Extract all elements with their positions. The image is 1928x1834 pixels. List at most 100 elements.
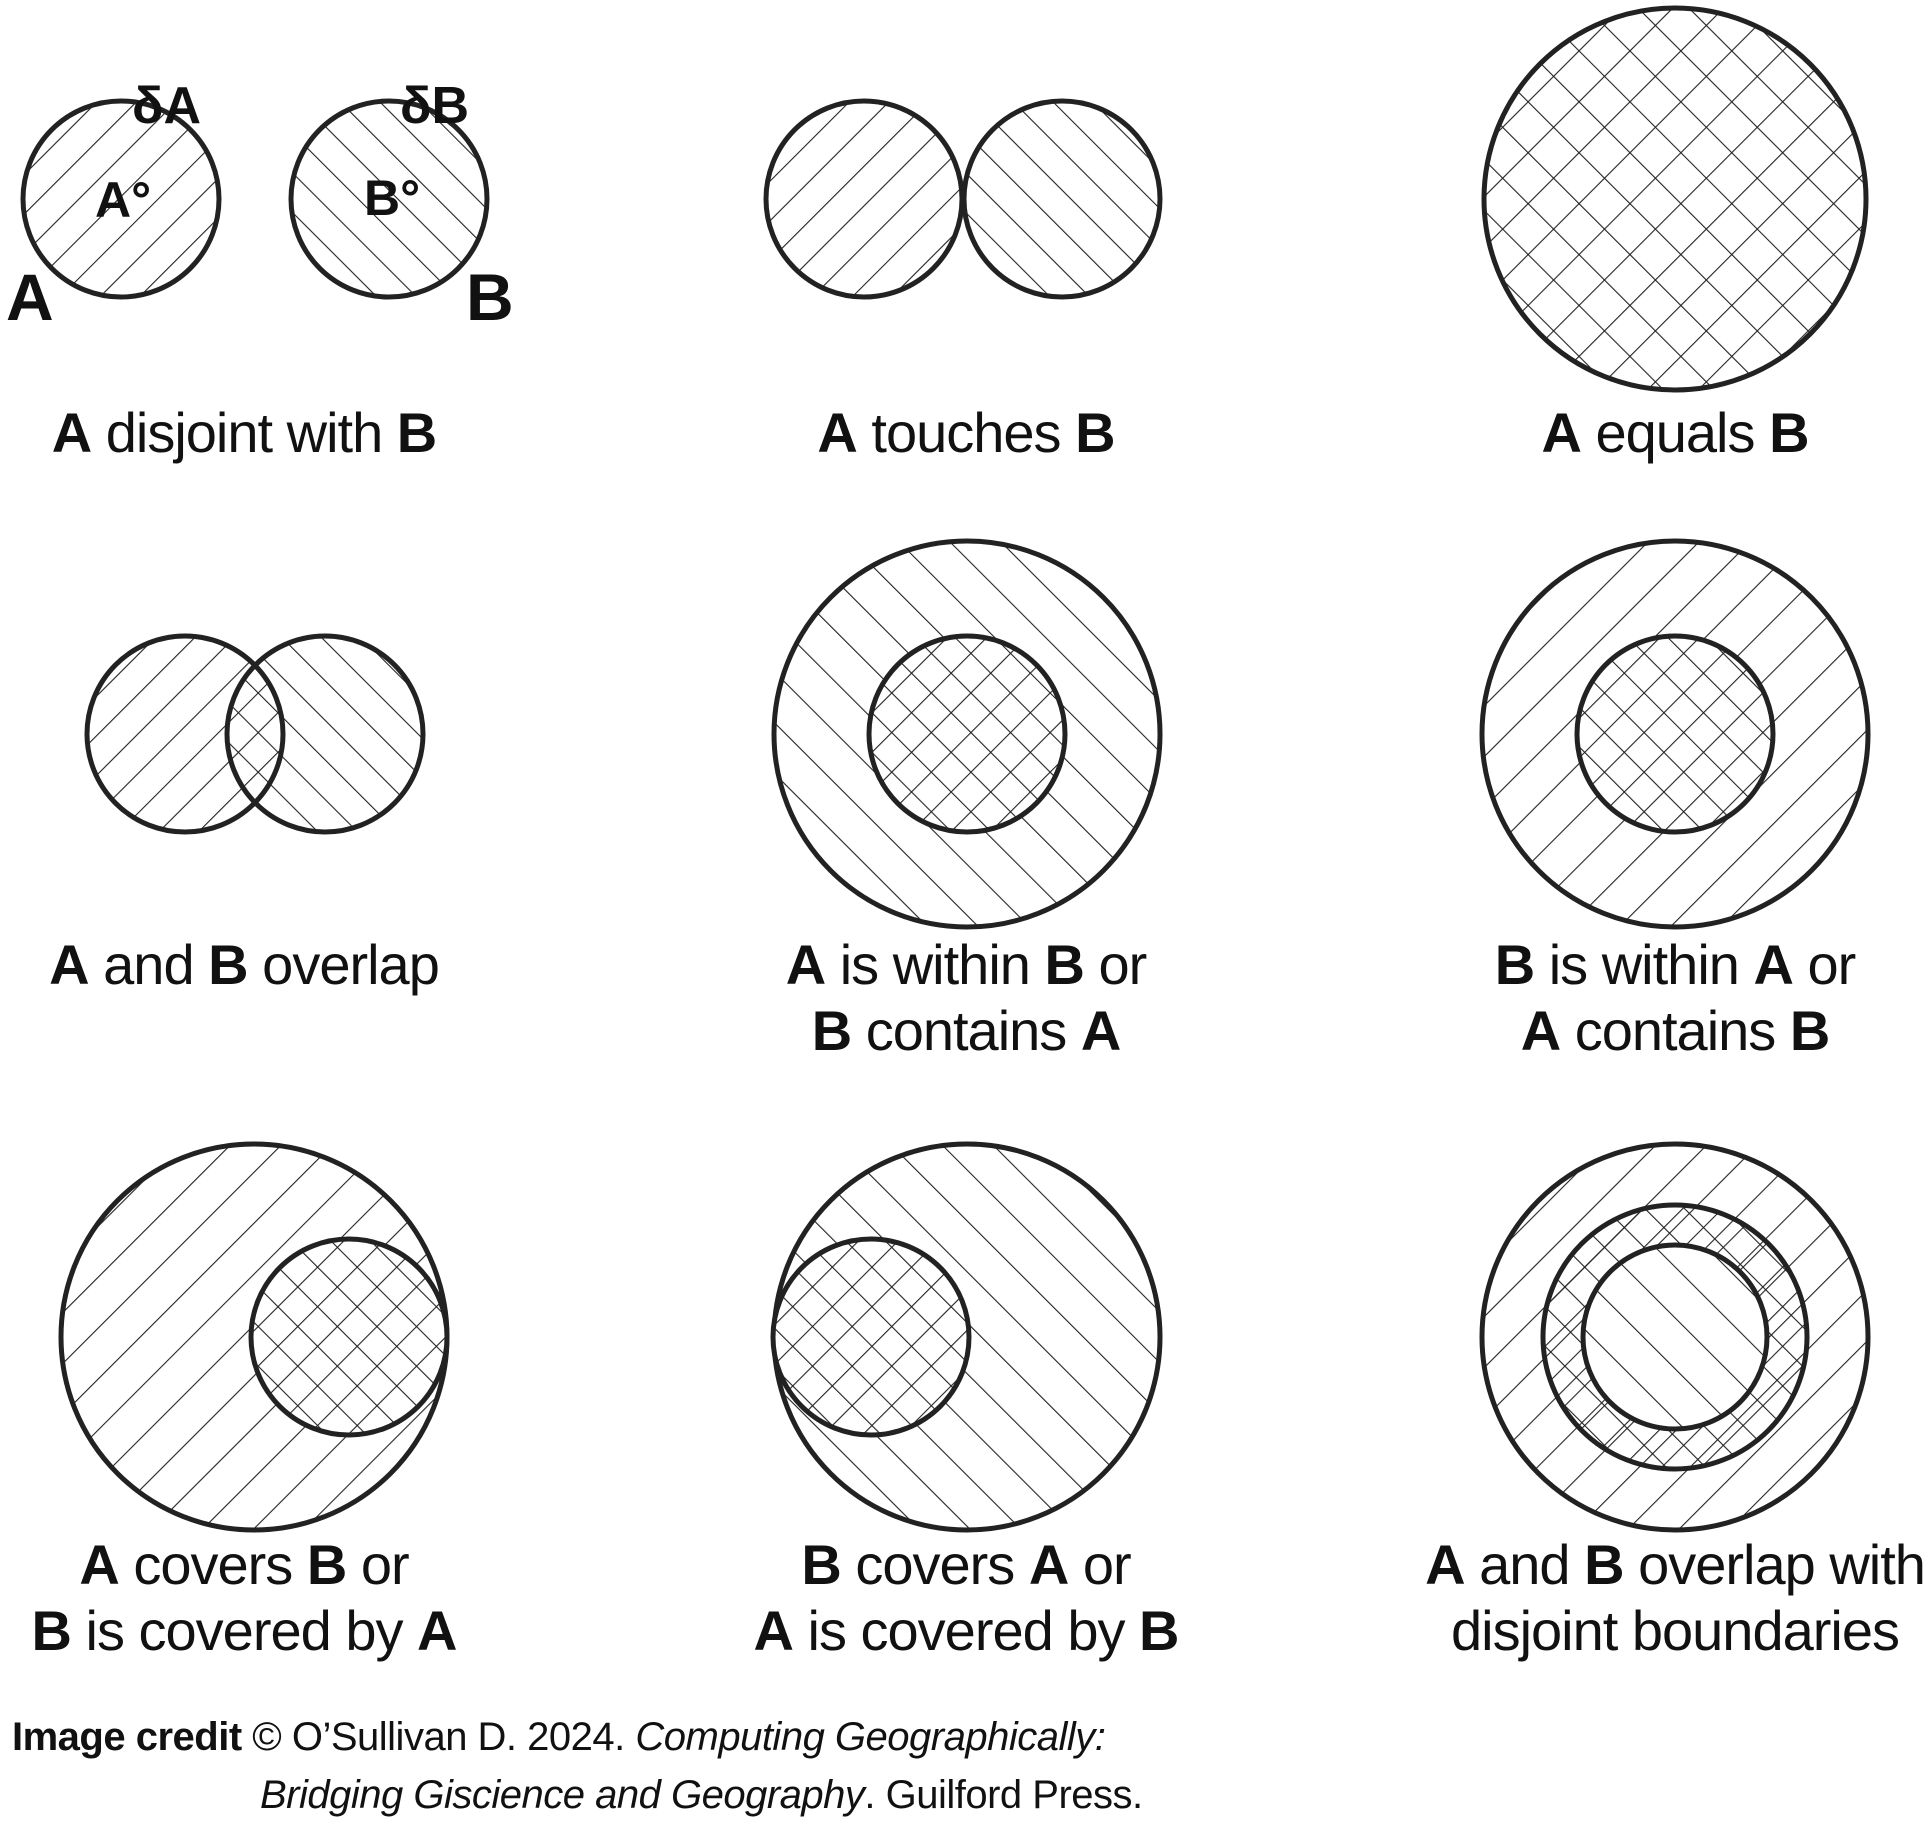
caption-set-name: A xyxy=(79,1533,119,1596)
caption-text: is covered by xyxy=(70,1599,418,1662)
caption-text: disjoint boundaries xyxy=(1451,1599,1900,1662)
region-a-boundary xyxy=(84,633,286,835)
caption-set-name: B xyxy=(1789,999,1830,1062)
image-credit: Image credit © O’Sullivan D. 2024. Compu… xyxy=(12,1708,1143,1824)
caption-set-name: A xyxy=(1520,999,1561,1062)
panel-disjoint: δA δB A° B° A B xyxy=(6,77,514,334)
caption-disjoint-boundaries: A and B overlap with disjoint boundaries xyxy=(1395,1532,1928,1664)
caption-text: overlap xyxy=(247,933,440,996)
region-b-hatch-b xyxy=(1574,633,1776,835)
region-a xyxy=(87,636,283,832)
caption-equals: A equals B xyxy=(1395,400,1928,466)
credit-publisher: . Guilford Press. xyxy=(864,1773,1143,1817)
caption-text: overlap with xyxy=(1623,1533,1926,1596)
credit-bold: Image credit xyxy=(12,1715,242,1759)
label-boundary-a: δA xyxy=(132,77,201,135)
caption-a-covers-b: A covers B or B is covered by A xyxy=(0,1532,524,1664)
caption-line: A is within B or xyxy=(686,932,1246,998)
caption-line: A covers B or xyxy=(0,1532,524,1598)
caption-text: equals xyxy=(1580,401,1770,464)
region-b xyxy=(961,98,1163,300)
region-b-hatch-b xyxy=(248,1236,450,1438)
caption-line: A disjoint with B xyxy=(0,400,524,466)
label-boundary-b: δB xyxy=(400,77,469,135)
caption-text: contains xyxy=(1560,999,1790,1062)
caption-set-name: B xyxy=(396,401,437,464)
caption-text: or xyxy=(1068,1533,1132,1596)
caption-text: and xyxy=(88,933,209,996)
caption-set-name: B xyxy=(306,1533,347,1596)
caption-line: A touches B xyxy=(686,400,1246,466)
caption-text: and xyxy=(1464,1533,1585,1596)
caption-line: A is covered by B xyxy=(686,1598,1246,1664)
label-interior-b: B° xyxy=(364,170,420,226)
caption-line: A and B overlap with xyxy=(1395,1532,1928,1598)
caption-text: is covered by xyxy=(792,1599,1140,1662)
region-b-boundary xyxy=(224,633,426,835)
caption-set-name: A xyxy=(51,401,92,464)
region-a xyxy=(763,98,965,300)
credit-subtitle: Bridging Giscience and Geography xyxy=(260,1773,865,1817)
caption-b-covers-a: B covers A or A is covered by B xyxy=(686,1532,1246,1664)
caption-line: B contains A xyxy=(686,998,1246,1064)
credit-text: © O’Sullivan D. 2024. xyxy=(241,1715,636,1759)
caption-set-name: B xyxy=(1769,401,1809,464)
caption-set-name: A xyxy=(417,1599,457,1662)
region-b xyxy=(1481,5,1869,393)
caption-set-name: B xyxy=(31,1599,72,1662)
caption-set-name: B xyxy=(1139,1599,1179,1662)
label-set-a: A xyxy=(6,260,54,334)
caption-text: covers xyxy=(118,1533,307,1596)
region-b xyxy=(227,636,423,832)
region-a xyxy=(20,98,222,300)
caption-set-name: A xyxy=(753,1599,794,1662)
caption-text: touches xyxy=(856,401,1076,464)
caption-text: or xyxy=(346,1533,410,1596)
panel-disjoint-boundaries xyxy=(1479,1141,1871,1533)
caption-line: disjoint boundaries xyxy=(1395,1598,1928,1664)
caption-set-name: A xyxy=(1541,401,1581,464)
caption-text: disjoint with xyxy=(91,401,397,464)
region-b-inner-hatch xyxy=(1580,1242,1770,1432)
region-b xyxy=(288,98,490,300)
caption-text: is within xyxy=(1534,933,1754,996)
credit-line-1: Image credit © O’Sullivan D. 2024. Compu… xyxy=(12,1708,1143,1766)
caption-line: B is within A or xyxy=(1395,932,1928,998)
panel-a-covers-b xyxy=(58,1141,450,1533)
panel-b-covers-a xyxy=(770,1141,1163,1533)
caption-set-name: A xyxy=(1080,999,1121,1062)
panel-equals xyxy=(1481,5,1869,393)
credit-line-2: Bridging Giscience and Geography. Guilfo… xyxy=(12,1766,1143,1824)
caption-set-name: B xyxy=(1075,401,1115,464)
caption-set-name: B xyxy=(801,1533,841,1596)
caption-disjoint: A disjoint with B xyxy=(0,400,524,466)
panel-overlap xyxy=(84,633,426,835)
caption-set-name: A xyxy=(1425,1533,1465,1596)
caption-set-name: A xyxy=(49,933,89,996)
panel-b-within-a xyxy=(1479,538,1871,930)
caption-text: or xyxy=(1792,933,1856,996)
caption-b-within-a: B is within A or A contains B xyxy=(1395,932,1928,1064)
caption-text: is within xyxy=(825,933,1045,996)
credit-title: Computing Geographically: xyxy=(635,1715,1106,1759)
caption-line: A equals B xyxy=(1395,400,1928,466)
region-a-hatch-a xyxy=(866,633,1068,835)
caption-set-name: A xyxy=(1753,933,1793,996)
caption-line: B is covered by A xyxy=(0,1598,524,1664)
caption-a-within-b: A is within B or B contains A xyxy=(686,932,1246,1064)
caption-line: A contains B xyxy=(1395,998,1928,1064)
caption-set-name: B xyxy=(1044,933,1084,996)
caption-set-name: A xyxy=(1028,1533,1069,1596)
caption-set-name: B xyxy=(1494,933,1535,996)
panel-touches xyxy=(763,98,1163,300)
label-set-b: B xyxy=(466,260,514,334)
caption-set-name: B xyxy=(811,999,852,1062)
panel-a-within-b xyxy=(771,538,1163,930)
label-interior-a: A° xyxy=(95,172,151,228)
caption-text: contains xyxy=(851,999,1081,1062)
caption-touches: A touches B xyxy=(686,400,1246,466)
caption-line: B covers A or xyxy=(686,1532,1246,1598)
caption-set-name: A xyxy=(785,933,826,996)
caption-set-name: A xyxy=(817,401,857,464)
